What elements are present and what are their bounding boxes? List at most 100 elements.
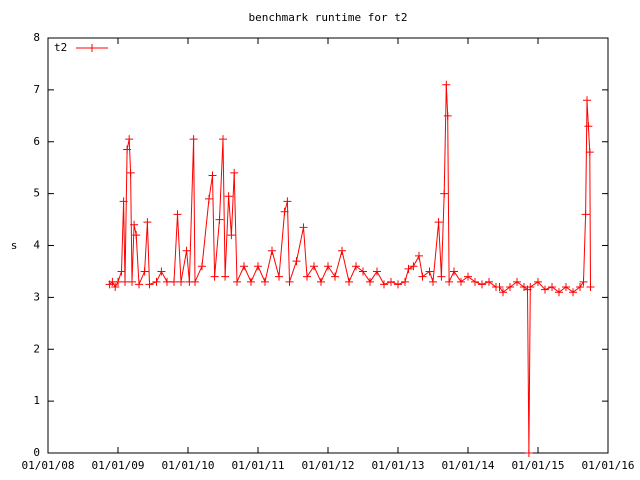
data-point [280, 207, 289, 216]
data-point [366, 277, 374, 286]
data-point [221, 272, 230, 281]
data-point [345, 277, 353, 286]
data-point [189, 135, 198, 144]
data-point [579, 277, 588, 286]
data-point [215, 215, 224, 224]
data-point [233, 277, 241, 286]
y-tick-label: 7 [33, 83, 40, 96]
data-point [283, 197, 292, 206]
data-point [227, 231, 236, 240]
data-point [324, 262, 332, 271]
data-point [205, 194, 213, 203]
data-point [429, 277, 437, 286]
data-point [548, 283, 556, 291]
y-tick-label: 1 [33, 394, 40, 407]
data-point [230, 168, 239, 177]
data-point [135, 280, 143, 289]
data-point [581, 210, 590, 219]
data-point [387, 277, 395, 286]
data-point [440, 189, 449, 198]
data-point [445, 277, 454, 286]
data-point [541, 285, 549, 294]
data-point [198, 262, 206, 271]
data-point [117, 267, 126, 276]
data-point [457, 277, 465, 286]
data-point [434, 218, 443, 227]
data-point [170, 277, 178, 286]
data-point [145, 280, 154, 289]
y-axis-label: s [11, 239, 18, 252]
y-tick-label: 5 [33, 187, 40, 200]
data-point [254, 262, 262, 271]
data-point [177, 277, 185, 286]
data-point [299, 223, 308, 232]
data-point [534, 277, 542, 286]
data-point [478, 280, 486, 289]
data-point [261, 277, 269, 286]
x-tick-label: 01/01/12 [302, 459, 355, 472]
data-point [442, 80, 451, 89]
data-point [157, 267, 166, 276]
data-point [450, 267, 458, 276]
data-point [119, 197, 128, 206]
y-tick-label: 4 [33, 239, 40, 252]
data-point [310, 262, 318, 271]
x-tick-label: 01/01/08 [22, 459, 75, 472]
data-point [485, 277, 493, 286]
data-point [191, 277, 199, 286]
data-point [555, 288, 563, 297]
data-point [224, 192, 233, 201]
y-tick-label: 0 [33, 446, 40, 459]
data-point [471, 277, 479, 286]
x-tick-label: 01/01/09 [92, 459, 145, 472]
data-point [437, 272, 446, 281]
chart-title: benchmark runtime for t2 [249, 11, 408, 24]
data-point [303, 272, 311, 281]
data-point [292, 257, 301, 266]
data-point [404, 264, 413, 273]
y-tick-label: 3 [33, 290, 40, 303]
data-point [123, 145, 132, 154]
data-point [352, 262, 360, 271]
data-point [562, 283, 570, 291]
data-point [182, 246, 191, 255]
data-point [359, 267, 367, 276]
data-point [513, 277, 521, 286]
data-point [163, 277, 171, 286]
data-point [401, 277, 409, 286]
x-tick-label: 01/01/13 [372, 459, 425, 472]
data-point [210, 272, 219, 281]
data-point [380, 280, 388, 289]
data-point [585, 148, 594, 157]
data-point [425, 267, 434, 276]
data-point [576, 283, 584, 291]
data-point [140, 267, 149, 276]
x-tick-label: 01/01/10 [162, 459, 215, 472]
data-point [128, 277, 136, 286]
x-tick-label: 01/01/16 [582, 459, 635, 472]
data-point [409, 262, 418, 271]
data-point [317, 277, 325, 286]
data-point [173, 210, 182, 219]
data-point [152, 277, 161, 286]
data-point [506, 283, 514, 291]
data-point [418, 272, 427, 281]
y-tick-label: 6 [33, 135, 40, 148]
data-point [126, 168, 135, 177]
data-point [569, 288, 577, 297]
data-point [524, 449, 533, 457]
data-point [240, 262, 248, 271]
data-point [443, 111, 452, 120]
data-point [331, 272, 339, 281]
data-point [125, 135, 134, 144]
y-tick-label: 2 [33, 342, 40, 355]
data-point [114, 277, 122, 286]
data-point [247, 277, 255, 286]
series-line [109, 84, 591, 454]
data-point [415, 251, 423, 260]
y-tick-label: 8 [33, 31, 40, 44]
data-point [338, 246, 346, 255]
data-point [143, 218, 152, 227]
data-point [132, 231, 141, 240]
